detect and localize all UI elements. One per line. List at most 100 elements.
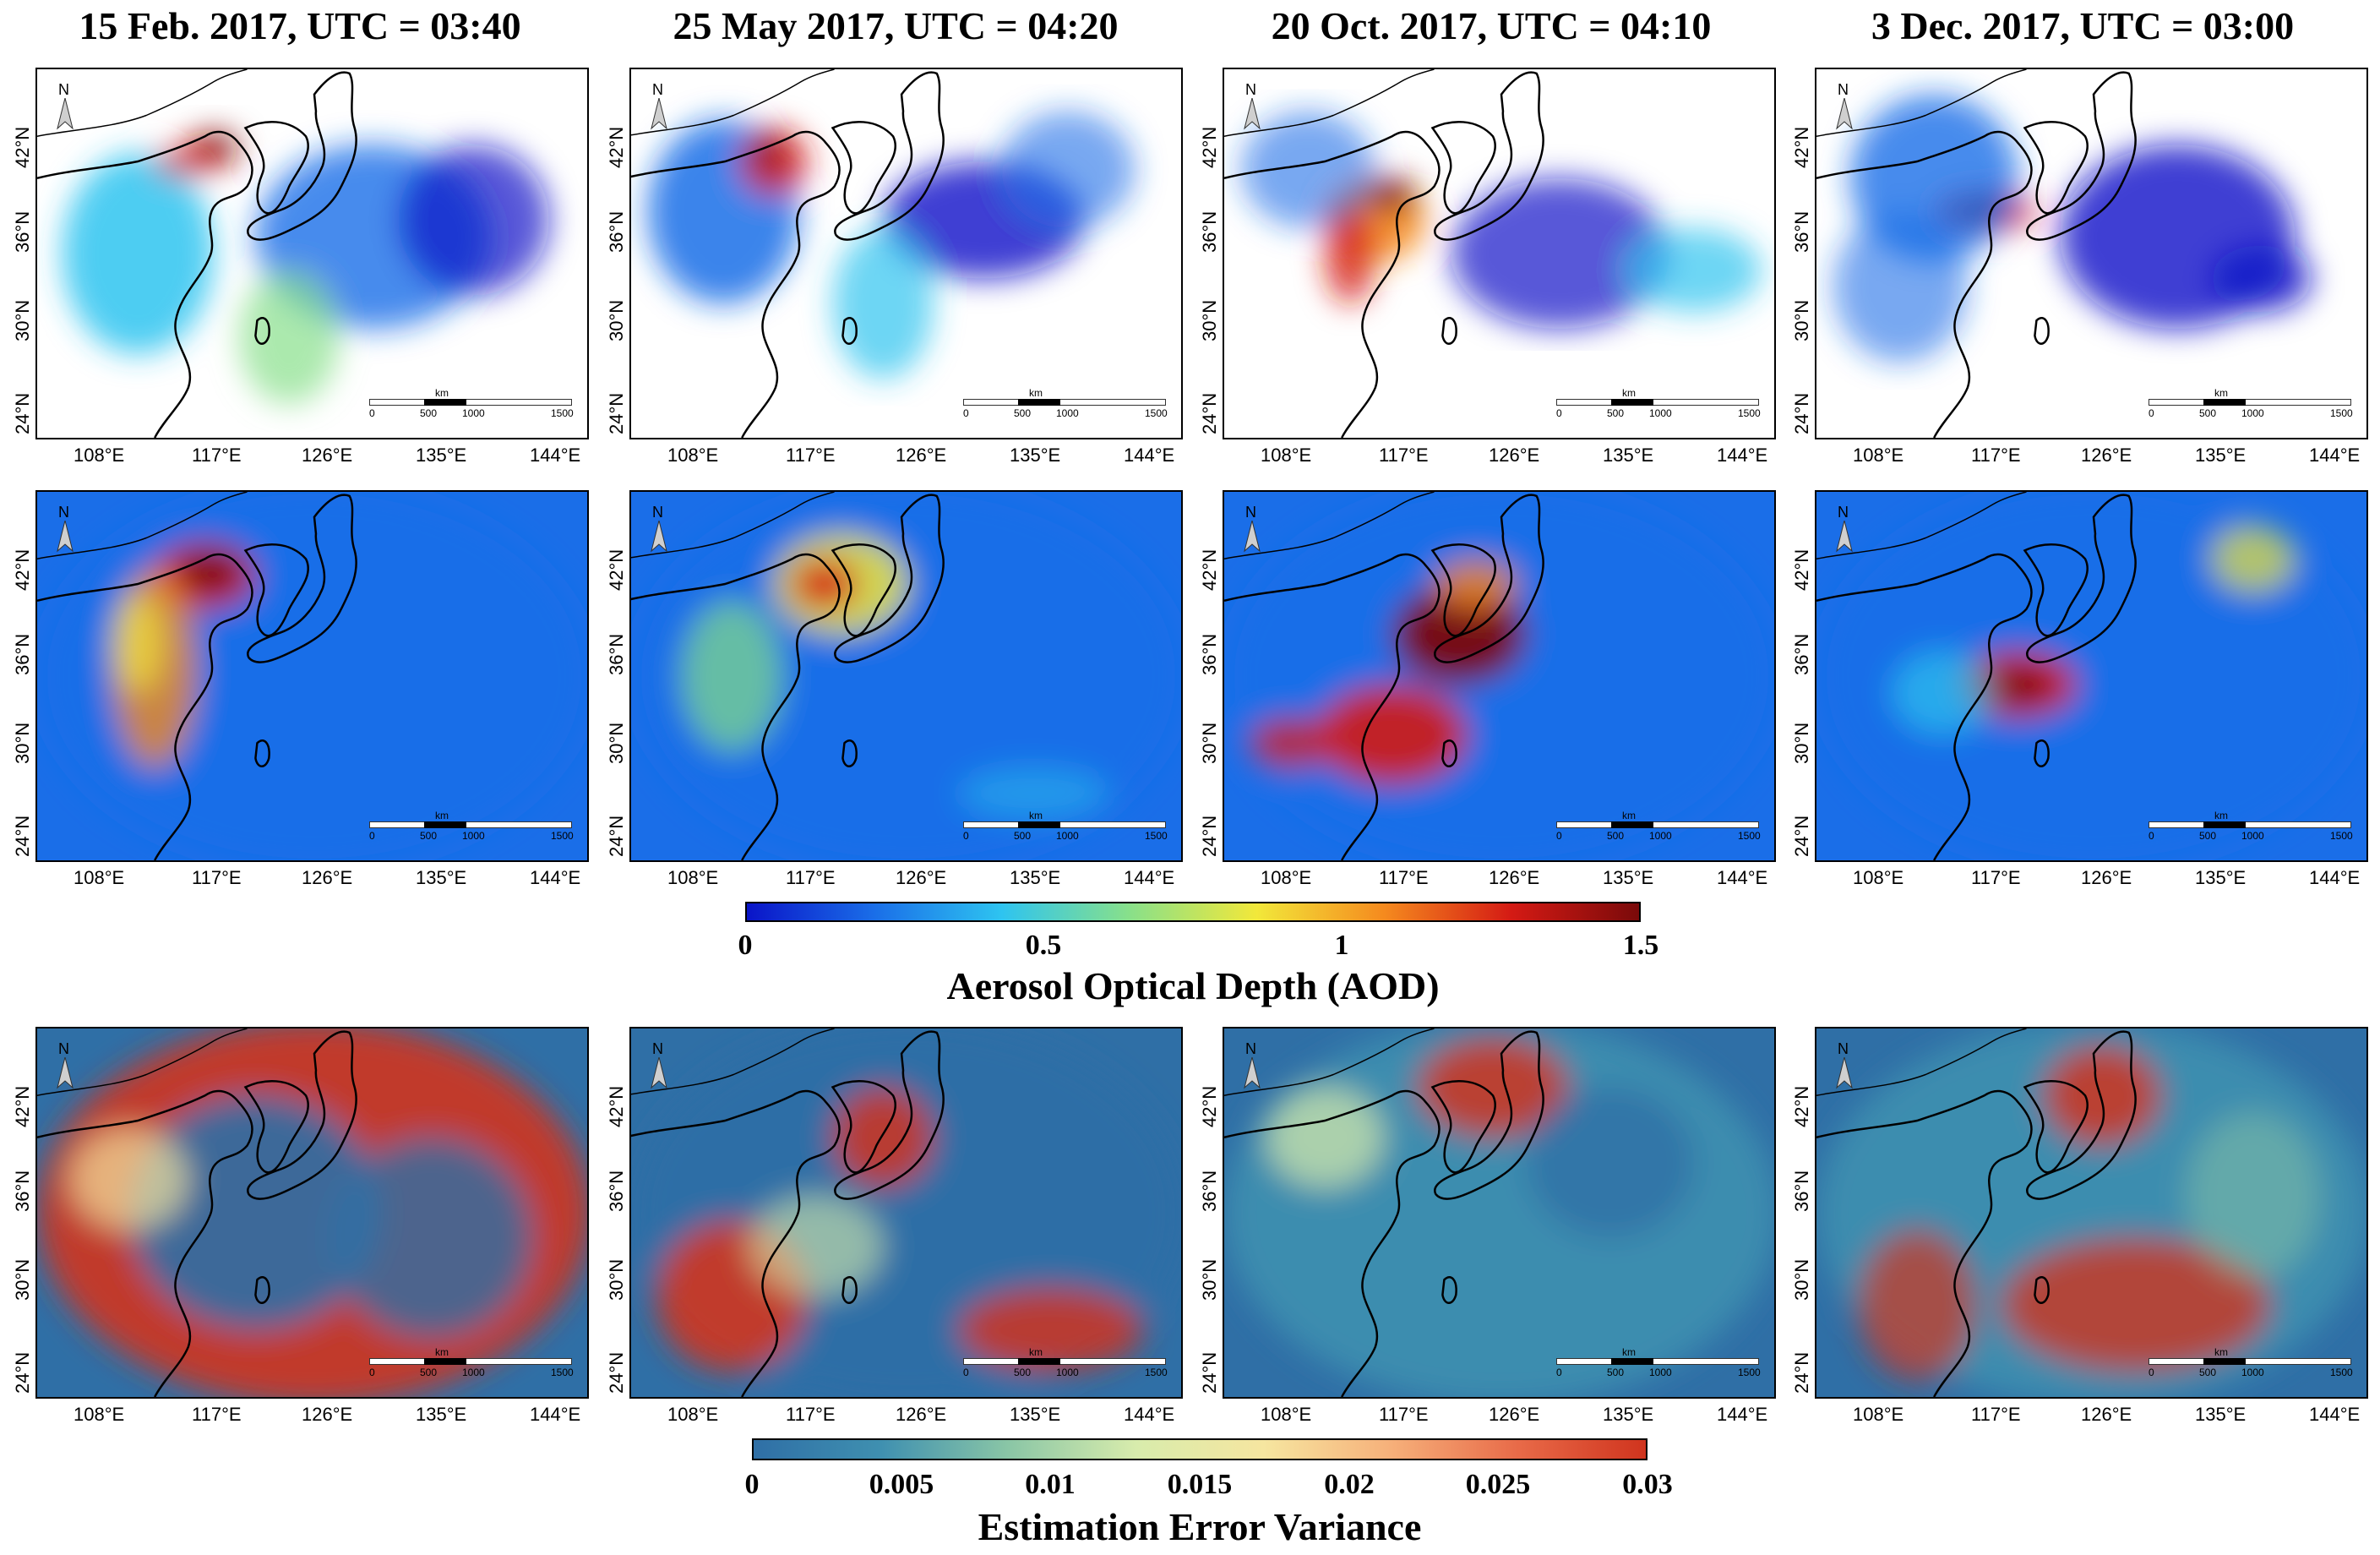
longitude-label: 126°E — [1489, 867, 1540, 888]
latitude-label: 36°N — [606, 633, 627, 675]
coastline-japan — [834, 494, 945, 663]
north-label: N — [1245, 504, 1256, 521]
col-title-3: 20 Oct. 2017, UTC = 04:10 — [1271, 4, 1712, 47]
aod-tick-1: 0.5 — [1025, 930, 1062, 961]
scale-tick: 1000 — [1649, 830, 1672, 842]
latitude-label: 36°N — [606, 210, 627, 253]
latitude-label: 36°N — [12, 633, 33, 675]
longitude-label: 135°E — [1010, 445, 1061, 466]
scale-tick: 0 — [2149, 830, 2154, 842]
longitude-label: 144°E — [1717, 445, 1768, 466]
latitude-label: 30°N — [1791, 722, 1812, 764]
scale-unit: km — [435, 1346, 449, 1358]
latitude-label: 24°N — [606, 1351, 627, 1394]
scale-tick: 500 — [2199, 1367, 2217, 1378]
coastline-korea — [2023, 543, 2089, 637]
coastline-china — [1224, 553, 1441, 860]
longitude-label: 135°E — [1603, 867, 1654, 888]
national-border — [1816, 492, 2027, 560]
scale-bar: km 0 500 1000 1500 — [963, 387, 1168, 423]
longitude-label: 144°E — [530, 1404, 581, 1425]
longitude-label: 108°E — [1853, 867, 1904, 888]
latitude-label: 24°N — [12, 1351, 33, 1394]
north-arrow-icon: N — [56, 1040, 74, 1091]
coastline-china — [631, 553, 841, 860]
scale-unit: km — [1029, 387, 1043, 399]
north-arrow-icon: N — [650, 504, 668, 554]
north-arrow-icon: N — [1835, 81, 1854, 132]
scale-unit: km — [2214, 387, 2228, 399]
latitude-label: 30°N — [12, 722, 33, 764]
latitude-label: 30°N — [606, 722, 627, 764]
latitude-label: 36°N — [1199, 1170, 1220, 1212]
north-arrow-icon: N — [650, 1040, 668, 1091]
coastline-taiwan — [254, 316, 270, 345]
north-label: N — [58, 81, 69, 98]
north-label: N — [652, 1040, 663, 1057]
longitude-label: 117°E — [1971, 1404, 2021, 1425]
col-title-4: 3 Dec. 2017, UTC = 03:00 — [1871, 4, 2295, 47]
north-label: N — [1838, 81, 1849, 98]
longitude-label: 135°E — [1603, 445, 1654, 466]
scale-tick: 1500 — [1145, 407, 1168, 419]
coastline-china — [1816, 130, 2033, 438]
longitude-label: 108°E — [1853, 445, 1904, 466]
scale-tick: 1500 — [551, 407, 574, 419]
longitude-label: 108°E — [667, 867, 719, 888]
longitude-label: 108°E — [1261, 867, 1312, 888]
north-label: N — [1838, 1040, 1849, 1057]
map-field — [37, 69, 587, 438]
north-arrow-icon: N — [56, 504, 74, 554]
latitude-label: 42°N — [1199, 126, 1220, 168]
longitude-label: 117°E — [1971, 867, 2021, 888]
scale-tick: 1500 — [1738, 407, 1761, 419]
latitude-label: 36°N — [1791, 210, 1812, 253]
latitude-label: 36°N — [606, 1170, 627, 1212]
longitude-label: 117°E — [786, 867, 836, 888]
scale-tick: 1500 — [2330, 407, 2353, 419]
latitude-label: 42°N — [1791, 548, 1812, 591]
col-title-1: 15 Feb. 2017, UTC = 03:40 — [79, 4, 521, 47]
longitude-label: 135°E — [1603, 1404, 1654, 1425]
coastline-taiwan — [841, 316, 858, 345]
scale-bar: km 0 500 1000 1500 — [1556, 387, 1761, 423]
coastline-korea — [831, 543, 896, 637]
scale-unit: km — [1622, 1346, 1636, 1358]
north-label: N — [1838, 504, 1849, 521]
north-label: N — [1245, 81, 1256, 98]
latitude-label: 42°N — [1199, 1085, 1220, 1127]
scale-tick: 1500 — [551, 830, 574, 842]
variance-tick-5: 0.025 — [1465, 1469, 1531, 1500]
variance-tick-3: 0.015 — [1167, 1469, 1233, 1500]
scale-tick: 1500 — [2330, 830, 2353, 842]
coastline-china — [37, 553, 253, 860]
scale-tick: 500 — [420, 407, 438, 419]
coastline-china — [631, 130, 841, 438]
longitude-label: 108°E — [74, 445, 125, 466]
coastline-korea — [2023, 1080, 2089, 1174]
longitude-label: 117°E — [192, 1404, 242, 1425]
longitude-label: 126°E — [1489, 445, 1540, 466]
scale-tick: 1000 — [2241, 1367, 2264, 1378]
scale-tick: 1500 — [551, 1367, 574, 1378]
longitude-label: 117°E — [786, 1404, 836, 1425]
latitude-label: 42°N — [12, 126, 33, 168]
variance-colorbar-title: Estimation Error Variance — [978, 1505, 1422, 1548]
scale-tick: 0 — [2149, 1367, 2154, 1378]
coastline-taiwan — [2034, 316, 2050, 345]
map-field — [1816, 492, 2366, 860]
scale-tick: 500 — [420, 830, 438, 842]
longitude-label: 135°E — [1010, 867, 1061, 888]
scale-tick: 0 — [963, 407, 969, 419]
longitude-label: 126°E — [896, 1404, 947, 1425]
col-title-2: 25 May 2017, UTC = 04:20 — [673, 4, 1119, 47]
latitude-label: 24°N — [1791, 815, 1812, 857]
scale-unit: km — [1029, 810, 1043, 821]
aod-tick-3: 1.5 — [1622, 930, 1659, 961]
variance-tick-2: 0.01 — [1025, 1469, 1076, 1500]
latitude-label: 42°N — [1199, 548, 1220, 591]
latitude-label: 30°N — [606, 1258, 627, 1301]
coastline-china — [37, 130, 253, 438]
